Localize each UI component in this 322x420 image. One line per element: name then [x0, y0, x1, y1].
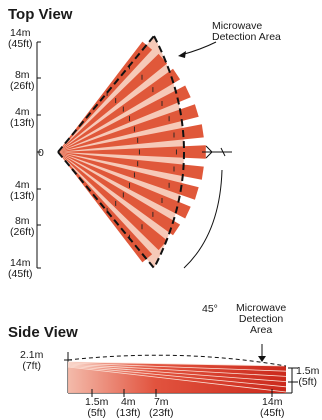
axis-label-14m-top: 14m (45ft) [8, 27, 33, 50]
axis-label-4m-top: 4m (13ft) [10, 106, 35, 129]
detection-beam [58, 124, 204, 152]
side-view-area-label: Microwave Detection Area [236, 302, 287, 336]
area-leader-arrow-icon [178, 51, 186, 58]
side-beam-line [67, 364, 287, 382]
side-beam-line [67, 361, 287, 367]
axis-label-14m-bottom: 14m (45ft) [8, 257, 33, 280]
detection-beam [58, 85, 191, 152]
detection-beam [58, 152, 191, 219]
side-height-left-label: 2.1m (7ft) [20, 349, 44, 372]
detection-beam [58, 152, 168, 251]
side-axis-label-14m: 14m (45ft) [260, 396, 285, 419]
area-leader-line [180, 41, 217, 56]
side-beam-lines [67, 361, 287, 393]
side-view-graphic [64, 344, 298, 397]
side-axis-label-7m: 7m (23ft) [149, 396, 174, 419]
axis-label-zero: 0 [38, 147, 44, 159]
side-beam-line [67, 363, 287, 377]
axis-label-8m-top: 8m (26ft) [10, 69, 35, 92]
detection-beam [58, 68, 181, 152]
side-view-title: Side View [8, 324, 78, 341]
axis-label-8m-bottom: 8m (26ft) [10, 215, 35, 238]
center-axis-arrow-icon [202, 145, 232, 159]
angle-arc [183, 169, 223, 269]
side-beam-line [67, 362, 287, 372]
detection-beam [58, 152, 181, 236]
detection-beam [58, 152, 204, 180]
top-view-title: Top View [8, 6, 73, 23]
detection-area-boundary [57, 35, 185, 269]
side-detection-curve [67, 354, 287, 367]
side-height-right-label: 1.5m (5ft) [296, 365, 320, 388]
side-axis-label-1-5m: 1.5m (5ft) [85, 396, 109, 419]
detection-beam [58, 152, 199, 200]
side-beam-line [67, 365, 287, 388]
detection-beam [58, 145, 206, 159]
detection-beam [58, 53, 168, 152]
angle-label: 45° [202, 303, 218, 315]
top-view-left-axis [36, 41, 41, 269]
detection-beam [58, 104, 199, 152]
side-beam-area [68, 362, 286, 393]
detection-beams [58, 36, 206, 268]
axis-label-4m-bottom: 4m (13ft) [10, 179, 35, 202]
top-view-area-label: Microwave Detection Area [212, 20, 281, 43]
side-beam-line [67, 366, 287, 393]
side-axis-label-4m: 4m (13ft) [116, 396, 141, 419]
side-area-arrow-icon [258, 356, 266, 362]
